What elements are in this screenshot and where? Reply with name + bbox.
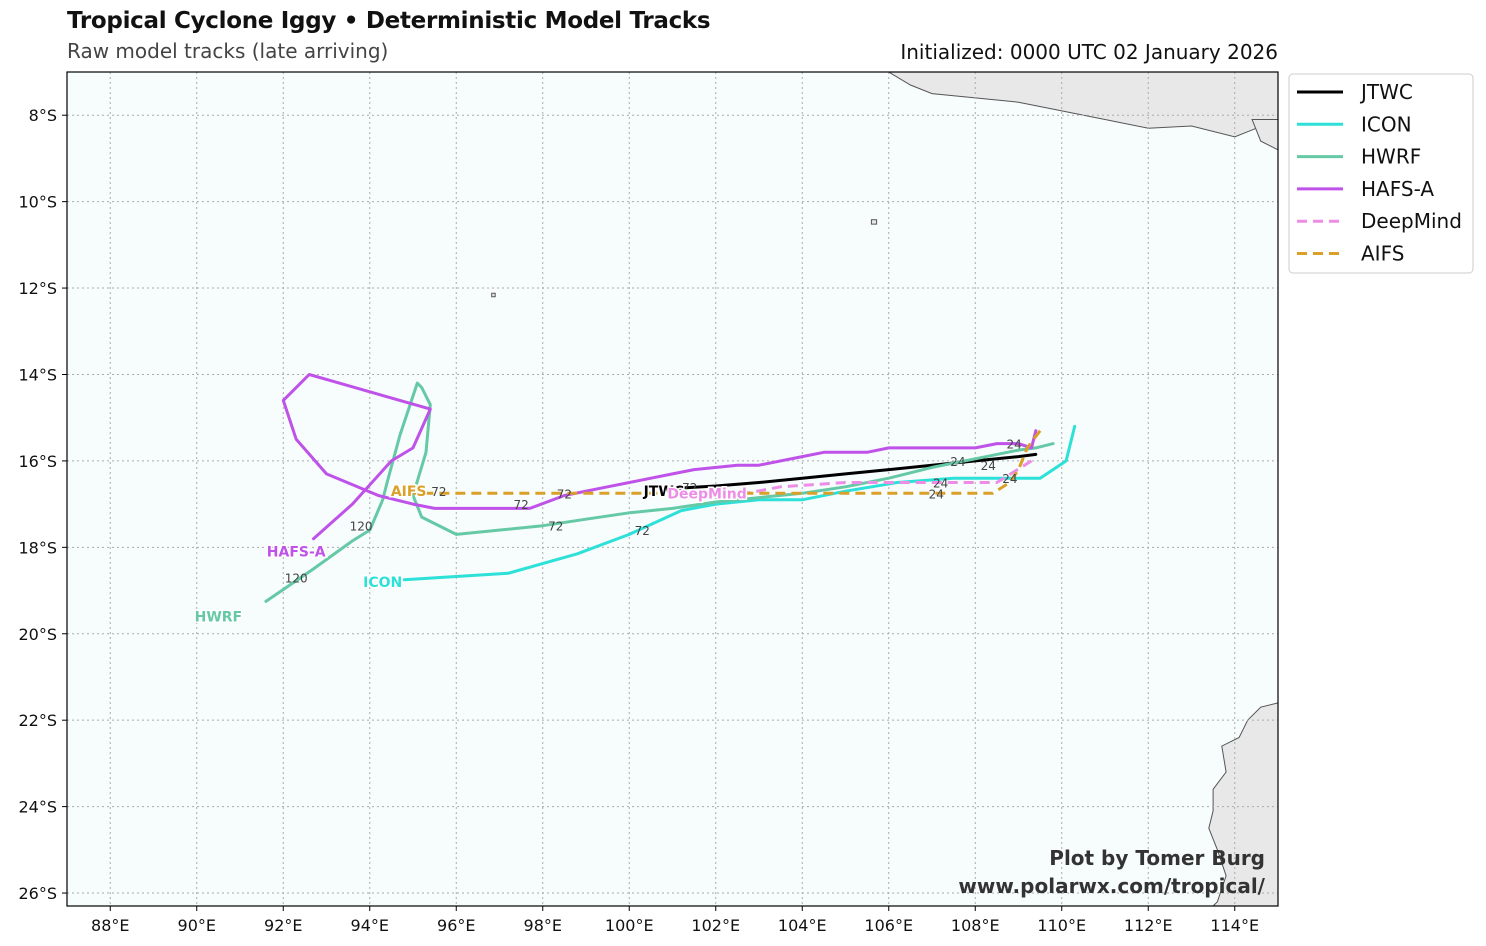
track-label-aifs: AIFS — [391, 484, 427, 500]
credit-line-1: Plot by Tomer Burg — [1049, 846, 1265, 870]
land-christmas-island — [870, 219, 878, 225]
legend-label-hwrf: HWRF — [1361, 145, 1421, 169]
axes: 88°E 90°E 92°E 94°E 96°E 98°E 100°E 102°E 104°E 1… — [18, 106, 1259, 935]
land-layer — [491, 71, 1279, 907]
y-tick-label: 10°S — [18, 193, 57, 212]
x-tick-label: 100°E — [605, 916, 654, 935]
hour-label-hwrf: 72 — [548, 520, 563, 534]
y-tick-label: 16°S — [18, 452, 57, 471]
x-tick-label: 104°E — [778, 916, 827, 935]
track-label-deepmind: DeepMind — [667, 486, 746, 502]
y-tick-label: 14°S — [18, 365, 57, 384]
y-tick-label: 18°S — [18, 538, 57, 557]
x-tick-label: 98°E — [524, 916, 562, 935]
track-label-hwrf: HWRF — [195, 609, 243, 625]
x-tick-label: 90°E — [178, 916, 216, 935]
model-tracks — [264, 373, 1077, 603]
x-tick-label: 102°E — [691, 916, 740, 935]
hour-label-jtwc: 72 — [682, 481, 697, 495]
hour-label-icon: 72 — [635, 524, 650, 538]
track-label-hafs-a: HAFS-A — [267, 545, 326, 561]
legend-label-jtwc: JTWC — [1359, 80, 1413, 104]
y-tick-label: 8°S — [29, 106, 57, 125]
track-icon — [402, 424, 1077, 582]
y-tick-label: 26°S — [18, 884, 57, 903]
hour-label-hafs-a: 72 — [513, 498, 528, 512]
legend-label-aifs: AIFS — [1361, 242, 1404, 266]
track-jtwc — [662, 452, 1038, 491]
hour-label-hwrf: 24 — [950, 455, 965, 469]
hour-label-hwrf: 120 — [285, 572, 308, 586]
initialized-time: Initialized: 0000 UTC 02 January 2026 — [900, 40, 1278, 64]
legend-label-hafs-a: HAFS-A — [1361, 177, 1434, 201]
track-deepmind — [745, 459, 1033, 495]
hour-label-icon: 24 — [1002, 472, 1017, 486]
track-hafs-a — [281, 373, 1038, 541]
track-labels: 2472JTWC2472ICON2472120HWRF2472120HAFS-A… — [193, 438, 1022, 627]
hour-label-aifs: 72 — [431, 485, 446, 499]
hour-label-hafs-a: 24 — [1007, 438, 1022, 452]
y-tick-label: 22°S — [18, 711, 57, 730]
y-tick-label: 24°S — [18, 798, 57, 817]
hour-label-hafs-a: 120 — [350, 520, 373, 534]
x-tick-label: 94°E — [351, 916, 389, 935]
track-hwrf — [264, 381, 1055, 603]
track-aifs — [413, 429, 1042, 495]
chart-subtitle: Raw model tracks (late arriving) — [67, 39, 389, 63]
y-tick-label: 20°S — [18, 625, 57, 644]
hour-label-aifs: 72 — [557, 487, 572, 501]
x-tick-label: 88°E — [91, 916, 129, 935]
legend-label-icon: ICON — [1361, 112, 1412, 136]
hour-label-aifs: 24 — [929, 487, 944, 501]
legend: JTWC ICON HWRF HAFS-A DeepMind AIFS — [1288, 73, 1474, 274]
legend-label-deepmind: DeepMind — [1361, 209, 1462, 233]
hour-label-jtwc: 24 — [981, 459, 996, 473]
x-tick-label: 110°E — [1037, 916, 1086, 935]
hour-label-deepmind: 24 — [933, 477, 948, 491]
chart-title: Tropical Cyclone Iggy • Deterministic Mo… — [67, 8, 711, 34]
land-cocos — [491, 292, 496, 298]
gridlines — [67, 72, 1278, 906]
x-tick-label: 114°E — [1210, 916, 1259, 935]
credit-line-2: www.polarwx.com/tropical/ — [958, 874, 1265, 898]
map-frame — [66, 71, 1279, 907]
x-tick-label: 106°E — [864, 916, 913, 935]
track-label-jtwc: JTWC — [643, 484, 684, 500]
x-tick-label: 96°E — [437, 916, 475, 935]
x-tick-label: 92°E — [264, 916, 302, 935]
x-tick-label: 108°E — [951, 916, 1000, 935]
track-label-icon: ICON — [363, 575, 402, 591]
land-australia — [1208, 702, 1279, 907]
y-tick-label: 12°S — [18, 279, 57, 298]
x-tick-label: 112°E — [1124, 916, 1173, 935]
